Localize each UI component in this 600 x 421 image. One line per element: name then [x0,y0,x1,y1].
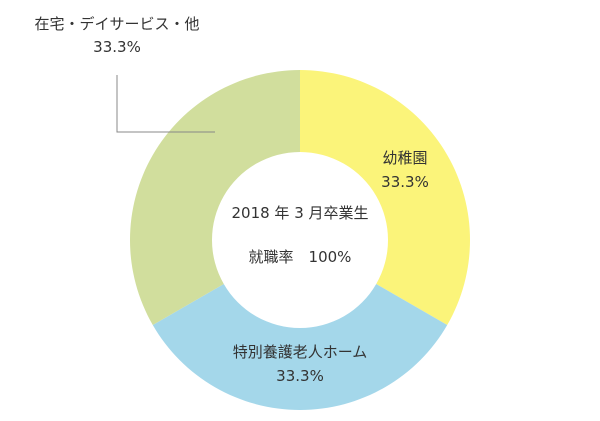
center-subtitle: 就職率 100% [249,248,352,266]
slice-home-day-service [130,70,300,325]
slice-label-nursing-home: 特別養護老人ホーム [233,343,368,361]
slice-label-kindergarten: 幼稚園 [382,149,427,167]
leader-line [116,75,215,133]
center-title: 2018 年 3 月卒業生 [231,204,368,222]
slice-value-nursing-home: 33.3% [276,367,324,385]
slice-value-home-day-service: 33.3% [93,38,141,56]
slice-value-kindergarten: 33.3% [381,173,429,191]
slice-nursing-home [152,284,448,410]
slice-kindergarten [300,70,470,325]
slices-layer [130,70,470,410]
slice-label-home-day-service: 在宅・デイサービス・他 [34,15,199,33]
